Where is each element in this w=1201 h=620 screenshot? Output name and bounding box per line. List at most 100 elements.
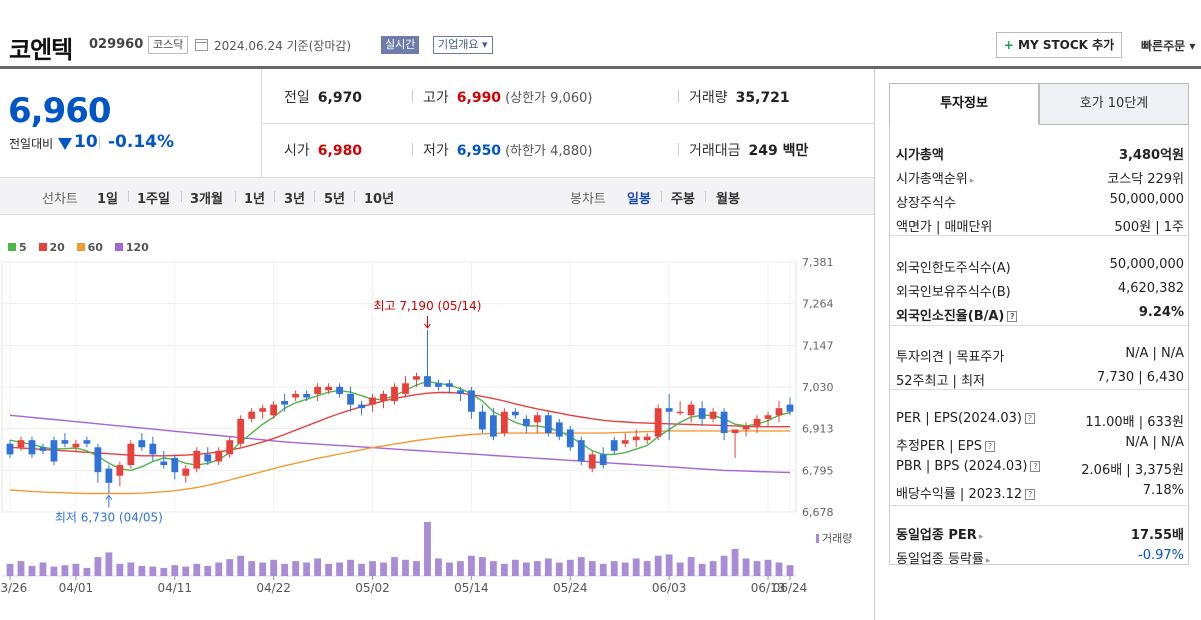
y-tick-label: 7,381 <box>802 256 834 269</box>
realtime-button[interactable]: 실시간 <box>381 36 420 54</box>
info-value: 50,000,000 <box>1109 192 1184 207</box>
info-value: 500원 | 1주 <box>1114 220 1184 235</box>
candle <box>544 415 552 434</box>
trade-amount: 거래대금 249 백만 <box>678 140 808 160</box>
candle <box>39 447 47 451</box>
period-3y[interactable]: 3년 <box>284 192 306 207</box>
help-icon[interactable]: ? <box>1024 413 1035 424</box>
volume-bar <box>775 562 783 576</box>
candle <box>138 440 146 448</box>
candle <box>391 386 398 402</box>
x-tick-label: 05/24 <box>553 581 588 595</box>
volume-bar <box>160 567 168 576</box>
volume-bar <box>753 561 761 576</box>
info-row: 52주최고 | 최저 7,730 | 6,430 <box>896 368 1184 389</box>
period-3m[interactable]: 3개월 <box>190 192 223 207</box>
tab-hoga-10[interactable]: 호가 10단계 <box>1039 83 1189 125</box>
info-row[interactable]: 동일업종 등락률 ▸ -0.97% <box>896 546 1184 567</box>
volume-bar <box>138 565 146 576</box>
base-date: 2024.06.24 기준(장마감) <box>214 39 352 53</box>
candle-daily[interactable]: 일봉 <box>627 192 651 207</box>
candle <box>621 440 629 444</box>
volume-bar <box>105 552 113 576</box>
candle-monthly[interactable]: 월봉 <box>716 192 740 207</box>
min-annotation: 최저 6,730 (04/05) <box>55 511 163 525</box>
price-chart[interactable]: 7,381 7,264 7,147 7,030 6,913 6,795 6,678 최고 7,… <box>0 250 874 620</box>
candle <box>281 401 289 405</box>
candle <box>522 418 530 426</box>
volume-bar <box>522 562 530 576</box>
info-value: 50,000,000 <box>1109 257 1184 272</box>
info-label: 시가총액 <box>896 148 944 163</box>
info-label: 시가총액순위 ▸ <box>896 172 975 187</box>
volume-bar <box>687 557 695 576</box>
candle <box>116 465 124 476</box>
stock-name: 코엔텍 <box>9 36 73 64</box>
market-badge: 코스닥 <box>148 36 189 54</box>
period-1w[interactable]: 1주일 <box>137 192 170 207</box>
info-value: 3,480억원 <box>1118 148 1184 163</box>
candle-weekly[interactable]: 주봉 <box>671 192 695 207</box>
current-price: 6,960 <box>8 91 112 131</box>
volume-bar <box>566 559 574 576</box>
candle <box>665 408 673 412</box>
help-icon[interactable]: ? <box>1030 461 1041 472</box>
volume-bar <box>457 561 464 576</box>
info-label: 외국인소진율(B/A)? <box>896 305 1018 324</box>
volume-bar <box>281 563 289 576</box>
period-1y[interactable]: 1년 <box>244 192 266 207</box>
period-10y[interactable]: 10년 <box>364 192 395 207</box>
candle <box>83 440 91 444</box>
volume-bar <box>61 565 69 576</box>
volume-bar <box>413 561 420 576</box>
volume-bar <box>500 563 508 576</box>
help-icon[interactable]: ? <box>984 441 995 452</box>
add-mystock-button[interactable]: + MY STOCK 추가 <box>996 32 1122 58</box>
volume-bar <box>654 555 662 576</box>
volume-bar <box>50 566 58 576</box>
candle <box>731 429 739 434</box>
high-price: 고가 6,990 (상한가 9,060) <box>412 87 592 107</box>
candle <box>632 436 640 441</box>
min-arrow-head <box>105 494 113 500</box>
help-icon[interactable]: ? <box>1007 311 1018 322</box>
y-tick-label: 6,678 <box>802 506 834 519</box>
candle <box>193 450 201 469</box>
period-5y[interactable]: 5년 <box>324 192 346 207</box>
info-label: 상장주식수 <box>896 196 956 211</box>
volume-bar <box>314 558 322 576</box>
info-label: 동일업종 등락률 ▸ <box>896 552 991 567</box>
tab-investment-info[interactable]: 투자정보 <box>889 83 1039 125</box>
info-row[interactable]: 시가총액순위 ▸ 코스닥 229위 <box>896 166 1184 187</box>
volume-bar <box>72 563 80 576</box>
candle <box>325 386 332 391</box>
candle <box>676 411 684 414</box>
info-value: 7,730 | 6,430 <box>1096 370 1184 385</box>
info-row: 외국인보유주식수(B) 4,620,382 <box>896 279 1184 300</box>
help-icon[interactable]: ? <box>1025 489 1036 500</box>
price-change: 10 <box>74 132 98 152</box>
prev-close: 전일 6,970 <box>284 90 363 106</box>
quick-order-dropdown[interactable]: 빠른주문 ▾ <box>1141 39 1196 53</box>
info-row[interactable]: 동일업종 PER ▸ 17.55배 <box>896 522 1184 543</box>
volume-label: 거래량 <box>822 532 852 545</box>
candle <box>50 440 58 462</box>
candle <box>446 383 453 387</box>
info-label: 동일업종 PER ▸ <box>896 528 984 543</box>
ma-line-20 <box>9 391 790 457</box>
candle <box>6 443 14 455</box>
info-label: 추정PER | EPS? <box>896 435 995 454</box>
company-overview-dropdown[interactable]: 기업개요 ▾ <box>433 36 493 54</box>
info-label: 투자의견 | 목표주가 <box>896 350 1005 365</box>
candle <box>358 404 365 409</box>
info-row: PBR | BPS (2024.03)? 2.06배 | 3,375원 <box>896 457 1184 478</box>
period-1d[interactable]: 1일 <box>97 192 119 207</box>
volume-bar <box>446 562 453 576</box>
volume-bar <box>665 554 673 576</box>
candle <box>555 422 563 437</box>
volume-bar <box>555 562 563 576</box>
info-value: 9.24% <box>1138 305 1184 320</box>
legend-swatch <box>114 243 123 251</box>
